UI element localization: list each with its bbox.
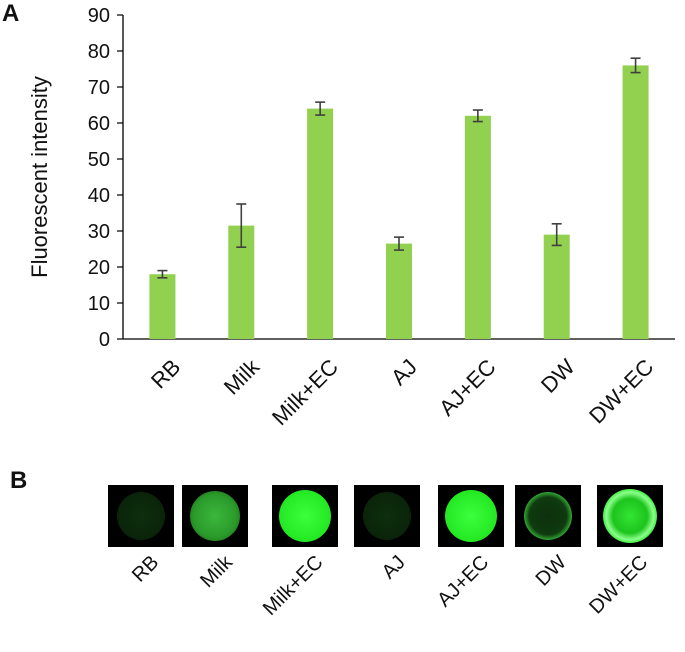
x-tick-label: RB	[146, 354, 185, 393]
image-label: AJ	[377, 551, 410, 584]
panel-a-letter: A	[2, 0, 20, 27]
image-label: Milk+EC	[258, 551, 328, 620]
image-label: Milk	[196, 551, 238, 593]
image-label: DW	[531, 551, 571, 591]
image-label: DW+EC	[585, 551, 653, 619]
image-label: RB	[128, 551, 164, 587]
bar-dw	[543, 234, 570, 339]
fluorescent-spot	[190, 491, 240, 541]
x-tick-label: Milk+EC	[267, 354, 343, 430]
fluorescence-image-dw	[515, 485, 581, 547]
y-tick-label: 0	[99, 329, 110, 351]
bar-rb	[149, 274, 176, 339]
y-tick-label: 50	[88, 149, 110, 171]
fluorescence-image-milk	[182, 485, 248, 547]
bar-aj-ec	[464, 115, 491, 339]
image-label: AJ+EC	[433, 551, 494, 612]
fluorescence-image-dw-ec	[597, 485, 663, 547]
y-axis-title: Fluorescent intensity	[27, 76, 52, 278]
x-tick-label: DW	[536, 354, 580, 398]
x-tick-label: AJ	[386, 354, 422, 390]
y-tick-label: 10	[88, 293, 110, 315]
bar-dw-ec	[622, 65, 649, 340]
y-tick-label: 20	[88, 257, 110, 279]
fluorescent-spot	[603, 489, 657, 543]
x-tick-label: Milk	[219, 353, 265, 399]
fluorescence-image-milk-ec	[272, 485, 338, 547]
y-tick-label: 40	[88, 185, 110, 207]
bar-aj	[386, 243, 412, 339]
y-tick-label: 80	[88, 41, 110, 63]
fluorescent-spot	[445, 490, 497, 542]
fluorescent-spot	[524, 492, 572, 540]
fluorescence-image-aj-ec	[438, 485, 504, 547]
panel-b-letter: B	[10, 467, 28, 494]
fluorescent-spot	[279, 490, 331, 542]
fluorescence-image-rb	[108, 485, 174, 547]
fluorescence-image-aj	[354, 485, 420, 547]
y-tick-label: 30	[88, 221, 110, 243]
fluorescent-spot	[363, 492, 411, 540]
bar-milk-ec	[307, 108, 334, 339]
y-tick-label: 60	[88, 113, 110, 135]
bar-chart: 0 10 20 30 40 50 60 70 80 90 Fluorescent intensity…	[27, 5, 675, 430]
fluorescent-spot	[117, 492, 165, 540]
y-tick-label: 90	[88, 5, 110, 27]
x-tick-label: AJ+EC	[434, 354, 501, 421]
y-tick-label: 70	[88, 77, 110, 99]
x-tick-label: DW+EC	[584, 354, 658, 428]
